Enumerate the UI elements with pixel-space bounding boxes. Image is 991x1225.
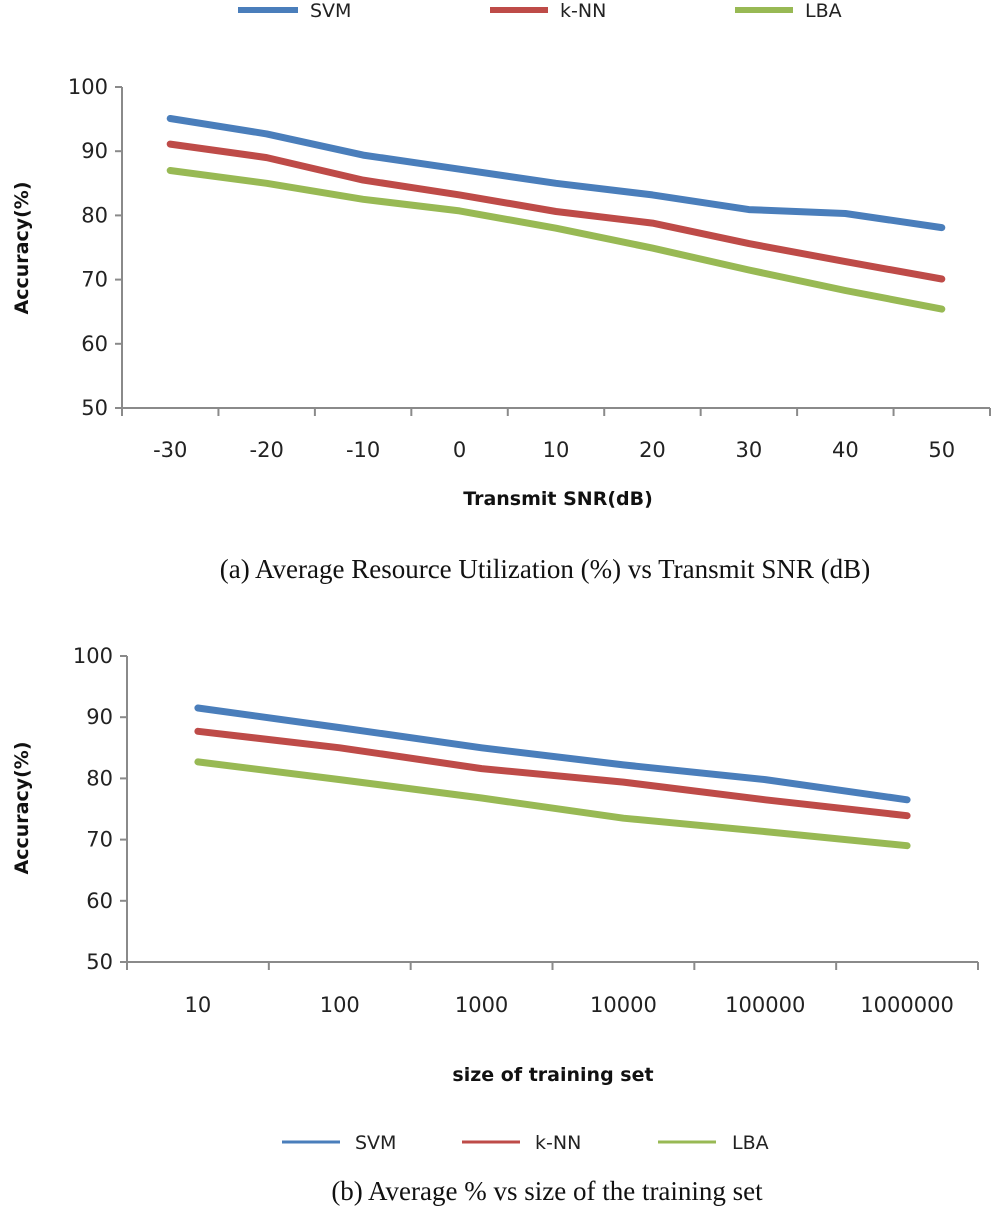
chart-a-x-tick-label: -20 — [250, 438, 284, 462]
chart-b-x-tick-label: 100 — [320, 993, 360, 1017]
chart-a-x-tick-label: 50 — [928, 438, 955, 462]
chart-a-series-knn — [166, 140, 946, 283]
chart-a-ylabel: Accuracy(%) — [11, 182, 33, 315]
chart-b-x-tick-label: 1000 — [455, 993, 508, 1017]
chart-b-x-tick-label: 10000 — [590, 993, 657, 1017]
chart-a-y-tick-label: 70 — [81, 268, 108, 292]
chart-b-ylabel: Accuracy(%) — [11, 742, 33, 875]
chart-b-legend-label: SVM — [355, 1132, 396, 1154]
chart-a-y-tick-label: 50 — [81, 396, 108, 420]
chart-b-x-tick-label: 10 — [185, 993, 212, 1017]
chart-a-x-tick-label: 20 — [639, 438, 666, 462]
chart-b-x-tick-label: 100000 — [725, 993, 805, 1017]
chart-a-legend-label: SVM — [310, 0, 351, 22]
chart-a-y-tick-label: 60 — [81, 332, 108, 356]
chart-a-legend-label: k-NN — [560, 0, 606, 22]
chart-b-y-tick-label: 60 — [86, 889, 113, 913]
chart-b-series-knn — [194, 727, 911, 820]
chart-a-series-svm — [166, 115, 946, 232]
chart-b-caption: (b) Average % vs size of the training se… — [331, 1176, 763, 1206]
chart-b-x-tick-label: 1000000 — [860, 993, 954, 1017]
chart-a-y-tick-label: 80 — [81, 203, 108, 227]
chart-b-y-tick-label: 70 — [86, 828, 113, 852]
chart-a-x-tick-label: -30 — [153, 438, 187, 462]
chart-a-legend-label: LBA — [805, 0, 842, 22]
chart-a-y-tick-label: 90 — [81, 139, 108, 163]
chart-a-x-tick-label: 30 — [736, 438, 763, 462]
chart-b-y-tick-label: 50 — [86, 950, 113, 974]
chart-b-y-tick-label: 100 — [73, 644, 113, 668]
chart-b-xlabel: size of training set — [452, 1064, 653, 1086]
chart-b-series-svm — [194, 704, 911, 804]
chart-b-y-tick-label: 80 — [86, 766, 113, 790]
chart-b-y-tick-label: 90 — [86, 705, 113, 729]
chart-a-x-tick-label: 10 — [543, 438, 570, 462]
chart-a-series-lba — [166, 167, 946, 313]
chart-b-legend-label: LBA — [732, 1132, 769, 1154]
chart-a-caption: (a) Average Resource Utilization (%) vs … — [220, 554, 870, 584]
chart-a-x-tick-label: 40 — [832, 438, 859, 462]
chart-a-x-tick-label: 0 — [453, 438, 466, 462]
chart-a-x-tick-label: -10 — [346, 438, 380, 462]
chart-a-y-tick-label: 100 — [68, 75, 108, 99]
chart-a-xlabel: Transmit SNR(dB) — [463, 488, 653, 510]
chart-b-legend-label: k-NN — [535, 1132, 581, 1154]
chart-b-series-lba — [194, 758, 911, 850]
